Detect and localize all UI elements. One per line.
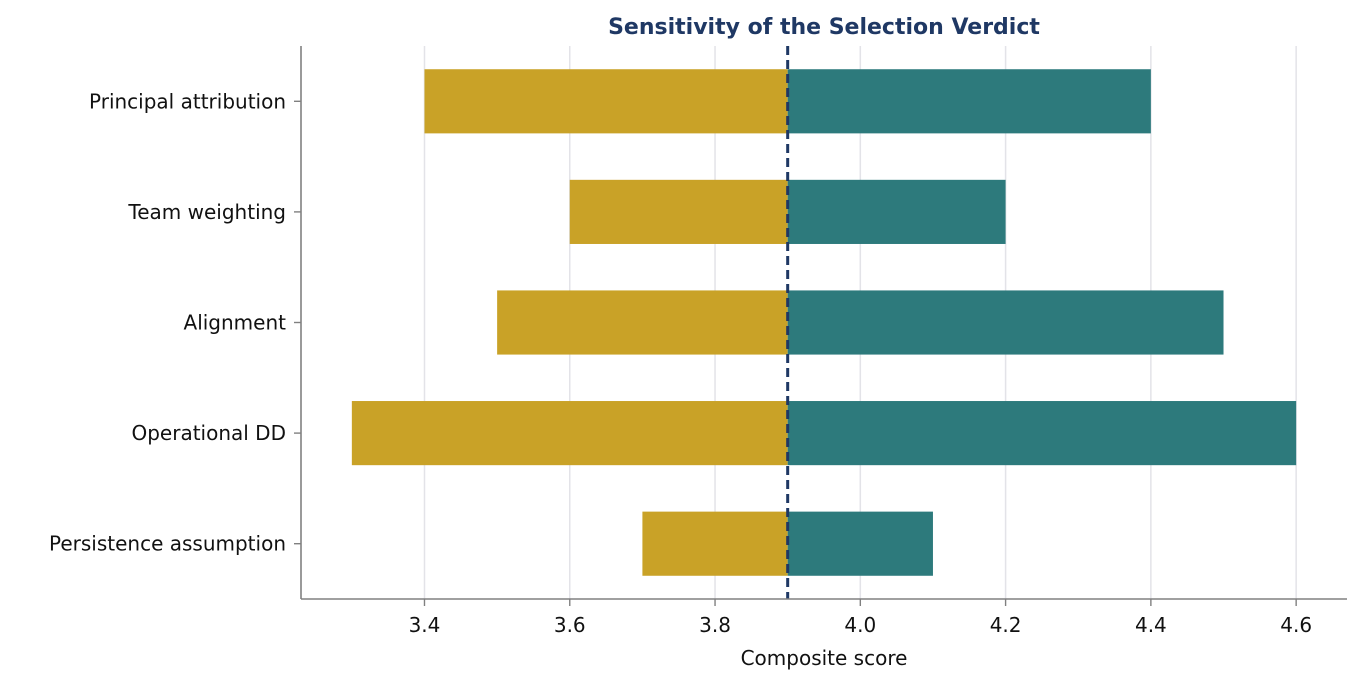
y-tick-label: Persistence assumption [49,532,286,556]
bar-high [787,511,933,576]
bars [351,69,1297,576]
bar-low [642,511,788,576]
x-tick-label: 3.4 [409,613,441,637]
x-tick-label: 4.4 [1135,613,1167,637]
bar-low [497,290,788,355]
y-tick-label: Operational DD [131,421,286,445]
x-tick-label: 3.8 [699,613,731,637]
x-tick-label: 4.2 [990,613,1022,637]
x-ticks: 3.4 3.6 3.8 4.0 4.2 4.4 4.6 [409,599,1312,637]
y-tick-label: Team weighting [127,200,286,224]
bar-low [351,401,788,466]
x-axis-label: Composite score [741,646,908,670]
bar-low [569,179,788,244]
bar-high [787,179,1006,244]
bar-high [787,401,1297,466]
bar-high [787,290,1224,355]
bar-high [787,69,1151,134]
y-tick-label: Principal attribution [89,89,286,113]
y-tick-label: Alignment [184,311,287,335]
y-ticks: Principal attribution Team weighting Align… [49,89,301,556]
chart-title: Sensitivity of the Selection Verdict [608,15,1040,40]
x-tick-label: 4.0 [844,613,876,637]
x-tick-label: 4.6 [1280,613,1312,637]
bar-low [424,69,788,134]
x-tick-label: 3.6 [554,613,586,637]
